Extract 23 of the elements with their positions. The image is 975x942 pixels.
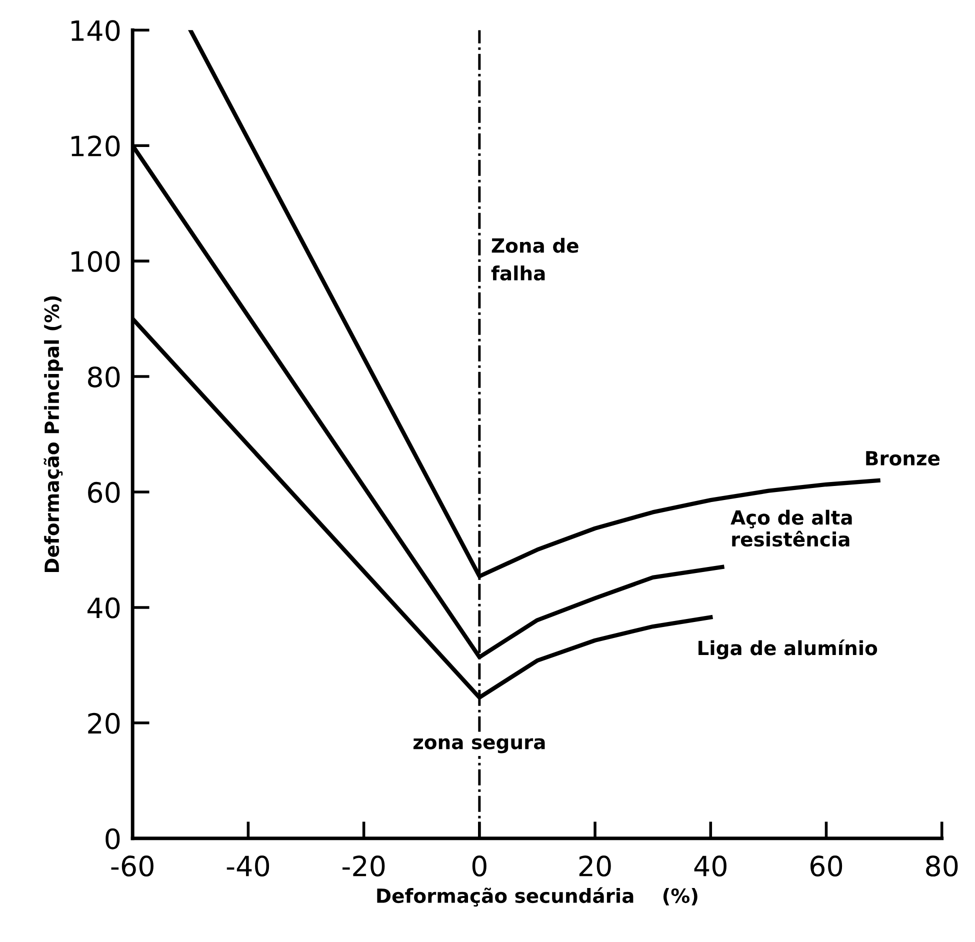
x-tick-label: 60 [810,856,842,877]
y-tick-label: 0 [106,828,120,850]
x-tick-label: -60 [111,856,154,877]
annotation: zona segura [413,738,545,754]
x-tick-label: -20 [342,856,385,877]
x-tick-label: -40 [226,856,270,877]
y-tick-label: 60 [88,482,120,503]
y-tick-label: 100 [72,251,120,272]
x-tick-label: 0 [472,856,486,877]
y-tick-label: 120 [72,136,120,157]
annotation: Zona de falha [491,238,578,281]
series-label: Liga de alumínio [698,639,878,660]
x-tick-label: 40 [694,856,726,877]
x-tick-label: 80 [926,856,958,877]
y-tick-label: 40 [88,597,120,618]
x-axis-title: Deformação secundária (%) [377,887,698,907]
series-label: Aço de alta resistência [730,510,852,547]
series-label: Bronze [866,451,940,466]
y-tick-label: 80 [88,366,120,388]
x-tick-label: 20 [579,856,611,877]
y-axis-title: Deformação Principal (%) [44,296,63,572]
y-tick-label: 140 [72,20,120,42]
y-tick-label: 20 [88,712,120,734]
